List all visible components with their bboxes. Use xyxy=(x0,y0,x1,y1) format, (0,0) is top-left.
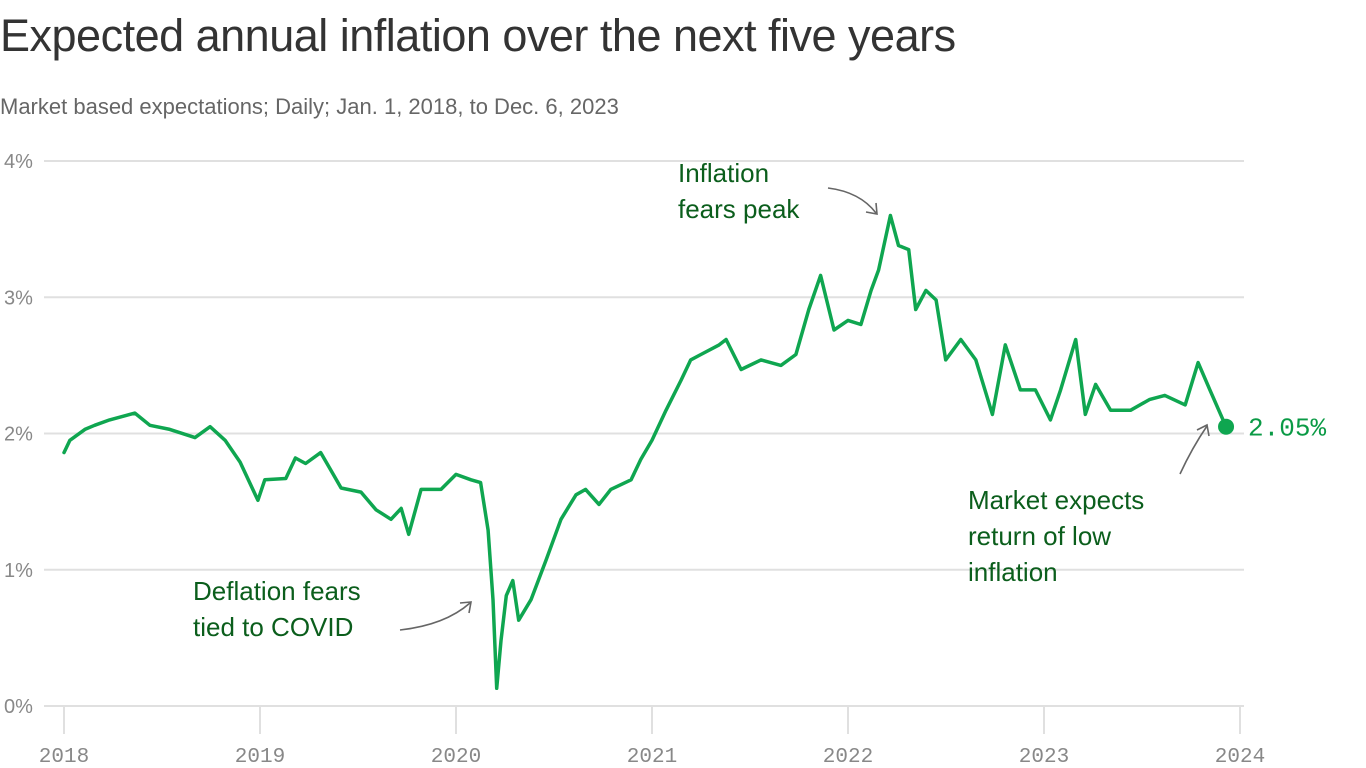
x-tick-label: 2021 xyxy=(627,746,677,768)
end-value-label: 2.05% xyxy=(1248,414,1326,444)
annotation-line: fears peak xyxy=(678,194,800,224)
annotation-line: return of low xyxy=(968,521,1111,551)
x-tick-label: 2020 xyxy=(431,746,481,768)
annotation-text: Market expects return of low inflation xyxy=(968,485,1144,587)
annotation-arrow xyxy=(827,187,877,214)
annotations: Inflation fears peak Deflation fears tied t… xyxy=(193,158,1210,642)
arrow-head-icon xyxy=(459,601,472,614)
annotation-line: Inflation xyxy=(678,158,769,188)
chart-title: Expected annual inflation over the next … xyxy=(0,10,956,61)
annotation-text: Deflation fears tied to COVID xyxy=(193,576,361,642)
inflation-expectation-line xyxy=(62,213,1228,691)
series: 2.05% xyxy=(62,213,1326,691)
arrow-head-icon xyxy=(1196,423,1210,437)
annotation-text: Inflation fears peak xyxy=(678,158,800,224)
x-tick-label: 2022 xyxy=(823,746,873,768)
y-tick-label: 4% xyxy=(4,151,33,173)
chart-subtitle: Market based expectations; Daily; Jan. 1… xyxy=(0,94,619,119)
end-point-marker xyxy=(1218,418,1235,435)
x-tick-label: 2018 xyxy=(39,746,89,768)
x-tick-label: 2024 xyxy=(1215,746,1265,768)
y-tick-label: 1% xyxy=(4,560,33,582)
x-tick-label: 2023 xyxy=(1019,746,1069,768)
annotation-line: tied to COVID xyxy=(193,612,353,642)
y-tick-label: 0% xyxy=(4,696,33,718)
x-axis: 2018 2019 2020 2021 2022 2023 2024 xyxy=(39,706,1265,768)
annotation-arrow xyxy=(399,602,471,631)
y-axis: 0% 1% 2% 3% 4% xyxy=(4,151,33,718)
annotation-arrow xyxy=(1179,425,1208,475)
arrow-head-icon xyxy=(865,202,878,215)
y-tick-label: 2% xyxy=(4,424,33,446)
gridlines xyxy=(44,160,1244,707)
x-tick-label: 2019 xyxy=(235,746,285,768)
annotation-line: inflation xyxy=(968,557,1058,587)
annotation-line: Deflation fears xyxy=(193,576,361,606)
y-tick-label: 3% xyxy=(4,287,33,309)
annotation-line: Market expects xyxy=(968,485,1144,515)
